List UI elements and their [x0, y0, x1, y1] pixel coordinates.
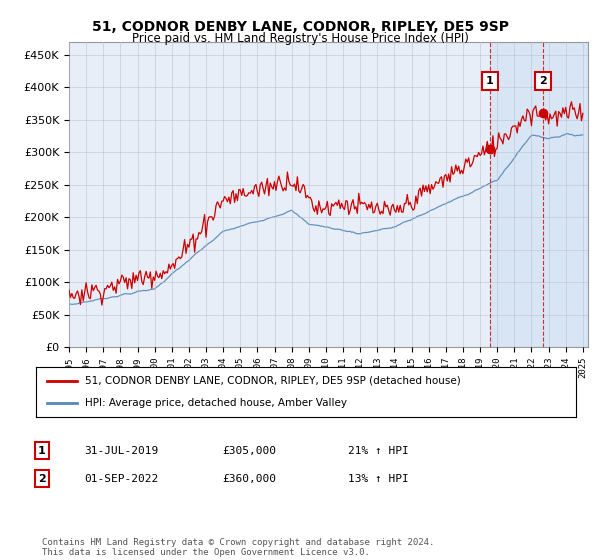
Text: HPI: Average price, detached house, Amber Valley: HPI: Average price, detached house, Ambe…	[85, 398, 347, 408]
Text: 21% ↑ HPI: 21% ↑ HPI	[348, 446, 409, 456]
Text: 1: 1	[486, 76, 494, 86]
Text: 01-SEP-2022: 01-SEP-2022	[84, 474, 158, 484]
Text: 13% ↑ HPI: 13% ↑ HPI	[348, 474, 409, 484]
Text: £360,000: £360,000	[222, 474, 276, 484]
Bar	[490, 42, 588, 347]
Text: £305,000: £305,000	[222, 446, 276, 456]
Text: Contains HM Land Registry data © Crown copyright and database right 2024.
This d: Contains HM Land Registry data © Crown c…	[42, 538, 434, 557]
Text: 31-JUL-2019: 31-JUL-2019	[84, 446, 158, 456]
Text: 51, CODNOR DENBY LANE, CODNOR, RIPLEY, DE5 9SP: 51, CODNOR DENBY LANE, CODNOR, RIPLEY, D…	[91, 20, 509, 34]
Text: 2: 2	[539, 76, 547, 86]
Text: Price paid vs. HM Land Registry's House Price Index (HPI): Price paid vs. HM Land Registry's House …	[131, 32, 469, 45]
Text: 1: 1	[38, 446, 46, 456]
Text: 51, CODNOR DENBY LANE, CODNOR, RIPLEY, DE5 9SP (detached house): 51, CODNOR DENBY LANE, CODNOR, RIPLEY, D…	[85, 376, 460, 386]
Text: 2: 2	[38, 474, 46, 484]
